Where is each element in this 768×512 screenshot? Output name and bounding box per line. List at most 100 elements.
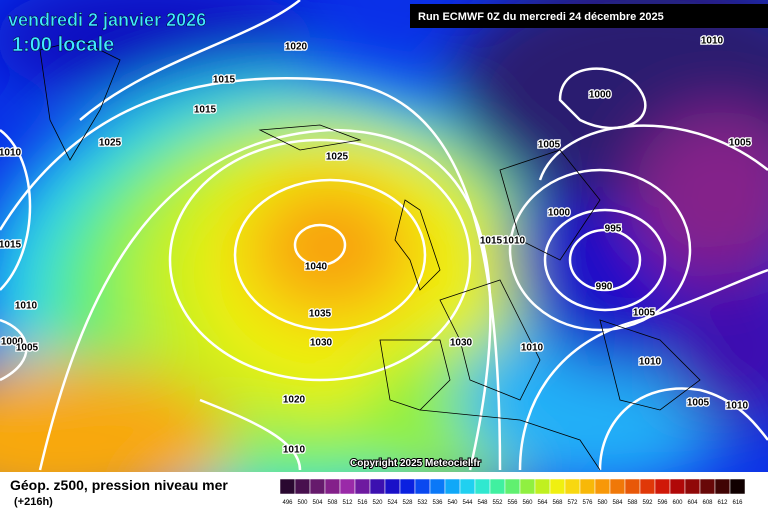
scale-label: 564: [537, 500, 548, 506]
footer-title: Géop. z500, pression niveau mer: [10, 477, 228, 493]
scale-swatch: [339, 478, 356, 495]
scale-swatch: [669, 478, 686, 495]
scale-swatch: [504, 478, 521, 495]
scale-label: 500: [297, 500, 308, 506]
isobar-label: 1015: [0, 240, 22, 251]
isobar-label: 1005: [538, 140, 561, 151]
scale-label: 580: [597, 500, 608, 506]
scale-swatch: [579, 478, 596, 495]
color-scale: 496 500 504 508 512 516 520 524 528 532 536 540 544 5…: [279, 478, 746, 506]
scale-swatch: [639, 478, 656, 495]
isobar-label: 1020: [283, 395, 306, 406]
scale-swatch: [609, 478, 626, 495]
scale-label: 556: [507, 500, 518, 506]
scale-swatch: [294, 478, 311, 495]
scale-swatch: [324, 478, 341, 495]
scale-label: 508: [327, 500, 338, 506]
scale-label: 588: [627, 500, 638, 506]
scale-swatch: [564, 478, 581, 495]
scale-swatch: [714, 478, 731, 495]
scale-swatch: [414, 478, 431, 495]
forecast-time: 1:00 locale: [12, 34, 114, 56]
isobar-label: 1005: [16, 343, 39, 354]
isobar-label: 1000: [589, 90, 612, 101]
scale-swatch: [444, 478, 461, 495]
scale-swatch: [384, 478, 401, 495]
scale-label: 504: [312, 500, 323, 506]
isobar-label: 995: [605, 224, 622, 235]
isobar-label: 1015: [213, 75, 236, 86]
isobar-label: 1030: [450, 338, 473, 349]
isobar-label: 1000: [548, 208, 571, 219]
scale-label: 568: [552, 500, 563, 506]
isobar-label: 1010: [503, 236, 526, 247]
scale-swatch: [309, 478, 326, 495]
scale-swatch: [594, 478, 611, 495]
scale-swatch: [474, 478, 491, 495]
isobar-label: 1005: [729, 138, 752, 149]
scale-label: 612: [717, 500, 728, 506]
isobars: [0, 0, 768, 471]
isobar-label: 1010: [0, 148, 22, 159]
scale-label: 592: [642, 500, 653, 506]
isobar-label: 1020: [285, 42, 308, 53]
scale-label: 524: [387, 500, 398, 506]
isobar-label: 1010: [701, 36, 724, 47]
isobar-label: 1025: [326, 152, 349, 163]
scale-label: 548: [477, 500, 488, 506]
isobar-label: 1005: [633, 308, 656, 319]
scale-swatch: [429, 478, 446, 495]
isobar-label: 1040: [305, 262, 328, 273]
forecast-date: vendredi 2 janvier 2026: [8, 10, 206, 30]
scale-label: 560: [522, 500, 533, 506]
isobar-label: 1010: [639, 357, 662, 368]
isobar-label: 1005: [687, 398, 710, 409]
scale-label: 512: [342, 500, 353, 506]
scale-label: 536: [432, 500, 443, 506]
scale-swatch: [729, 478, 746, 495]
forecast-lead: (+216h): [14, 496, 53, 508]
isobar-label: 1010: [283, 445, 306, 456]
scale-label: 532: [417, 500, 428, 506]
isobar-label: 990: [596, 282, 613, 293]
scale-swatch: [549, 478, 566, 495]
scale-label: 528: [402, 500, 413, 506]
scale-swatch: [489, 478, 506, 495]
scale-label: 600: [672, 500, 683, 506]
scale-swatch: [369, 478, 386, 495]
scale-label: 516: [357, 500, 368, 506]
scale-swatch: [654, 478, 671, 495]
scale-swatch: [534, 478, 551, 495]
scale-swatch: [699, 478, 716, 495]
isobar-label: 1035: [309, 309, 332, 320]
isobar-label: 1015: [194, 105, 217, 116]
scale-label: 496: [282, 500, 293, 506]
isobar-label: 1000: [1, 337, 24, 348]
scale-label: 576: [582, 500, 593, 506]
scale-swatch: [279, 478, 296, 495]
scale-swatch: [624, 478, 641, 495]
isobar-label: 1015: [480, 236, 503, 247]
coastlines: [39, 39, 701, 471]
scale-label: 604: [687, 500, 698, 506]
scale-label: 572: [567, 500, 578, 506]
scale-label: 616: [732, 500, 743, 506]
scale-label: 544: [462, 500, 473, 506]
scale-label: 520: [372, 500, 383, 506]
scale-swatch: [519, 478, 536, 495]
scale-swatch: [459, 478, 476, 495]
isobar-label: 1030: [310, 338, 333, 349]
isobar-label: 1025: [99, 138, 122, 149]
scale-swatch: [354, 478, 371, 495]
copyright: Copyright 2025 Meteociel.fr: [350, 458, 481, 469]
scale-swatch: [684, 478, 701, 495]
isobar-label: 1010: [521, 343, 544, 354]
scale-label: 552: [492, 500, 503, 506]
run-box: [410, 4, 768, 28]
scale-label: 596: [657, 500, 668, 506]
scale-label: 584: [612, 500, 623, 506]
